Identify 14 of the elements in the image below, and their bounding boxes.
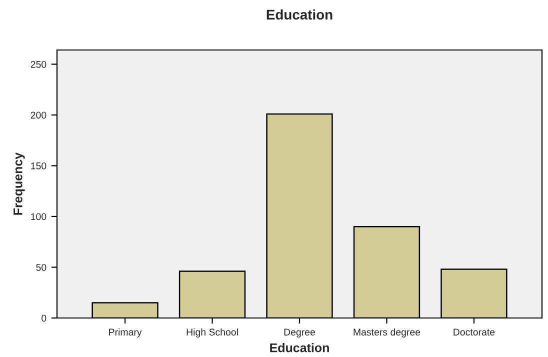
y-tick-label: 0 [42, 314, 46, 322]
y-tick-label: 50 [36, 264, 46, 271]
y-axis-title: Frequency [14, 152, 25, 215]
x-tick-label: Primary [109, 328, 142, 338]
x-tick-label: Degree [284, 328, 316, 338]
chart-title: Education [266, 9, 332, 20]
y-tick-label: 100 [31, 213, 46, 220]
x-axis-title: Education [270, 343, 329, 352]
x-tick-label: High School [186, 328, 238, 338]
y-tick-label: 250 [30, 60, 46, 68]
y-tick-label: 200 [30, 112, 46, 119]
y-tick-label: 150 [31, 162, 46, 170]
x-tick-label: Doctorate [454, 328, 495, 336]
x-tick-label: Masters degree [354, 328, 420, 338]
